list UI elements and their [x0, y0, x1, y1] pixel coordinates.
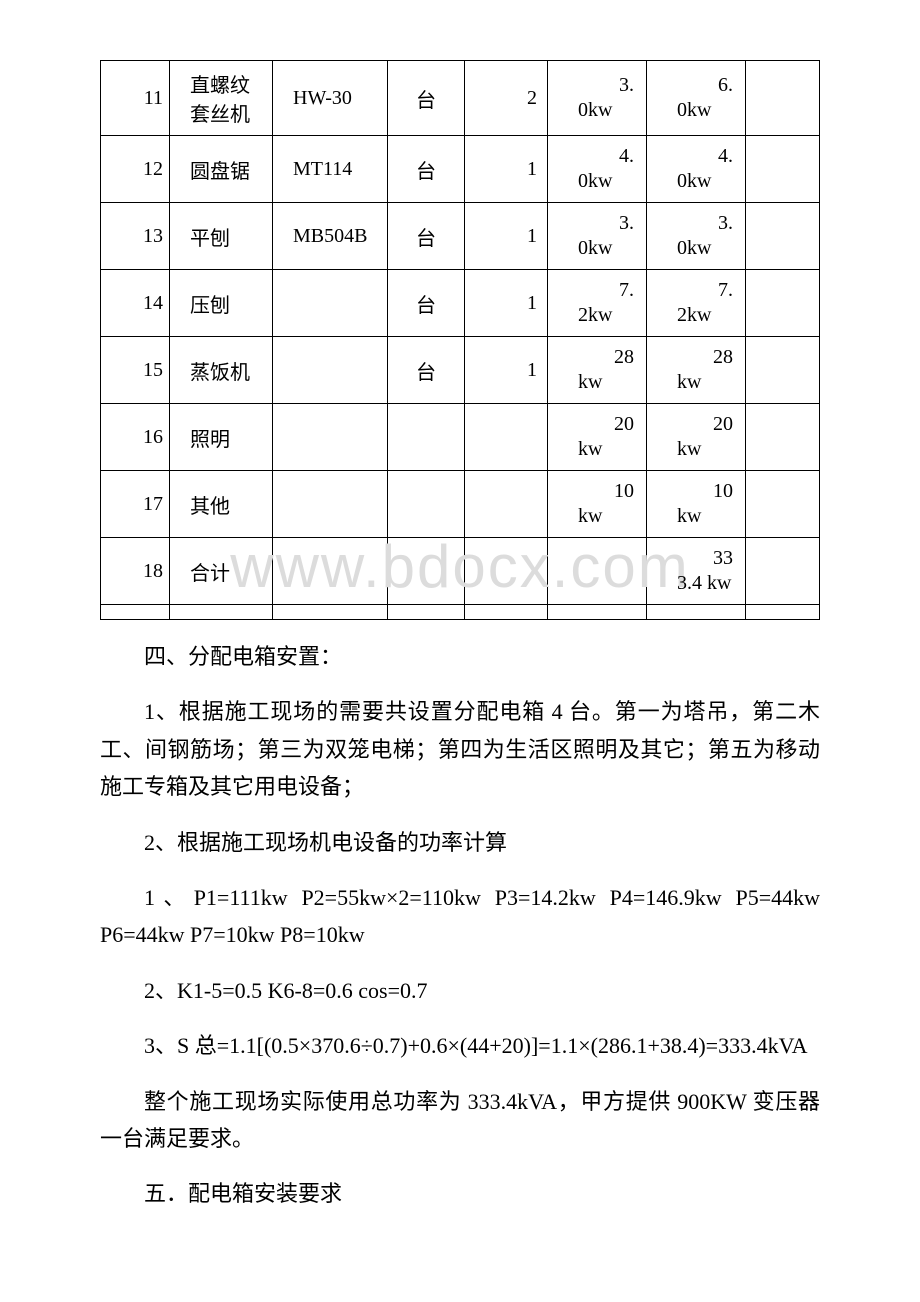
- paragraph-6: 整个施工现场实际使用总功率为 333.4kVA，甲方提供 900KW 变压器一台…: [100, 1083, 820, 1158]
- cell-empty: [273, 605, 388, 620]
- table-row-empty: [101, 605, 820, 620]
- cell-power-total: 333.4 kw: [647, 538, 746, 605]
- cell-empty: [746, 605, 820, 620]
- cell-unit: 台: [388, 136, 465, 203]
- paragraph-5: 3、S 总=1.1[(0.5×370.6÷0.7)+0.6×(44+20)]=1…: [100, 1027, 820, 1064]
- cell-power-single: 20kw: [548, 404, 647, 471]
- cell-unit: [388, 404, 465, 471]
- table-row: 17其他 10kw10kw: [101, 471, 820, 538]
- document-page: 11直螺纹套丝机HW-30台23.0kw6.0kw12圆盘锯MT114台14.0…: [0, 0, 920, 1293]
- cell-empty: [548, 605, 647, 620]
- cell-remark: [746, 270, 820, 337]
- cell-num: 18: [101, 538, 170, 605]
- cell-empty: [170, 605, 273, 620]
- cell-empty: [388, 605, 465, 620]
- cell-unit: 台: [388, 61, 465, 136]
- cell-model: MB504B: [273, 203, 388, 270]
- cell-power-single: [548, 538, 647, 605]
- cell-num: 11: [101, 61, 170, 136]
- cell-power-single: 3.0kw: [548, 203, 647, 270]
- paragraph-4: 2、K1-5=0.5 K6-8=0.6 cos=0.7: [100, 972, 820, 1009]
- cell-qty: 1: [465, 136, 548, 203]
- cell-num: 14: [101, 270, 170, 337]
- cell-power-total: 3.0kw: [647, 203, 746, 270]
- table-row: 13平刨MB504B台13.0kw3.0kw: [101, 203, 820, 270]
- cell-remark: [746, 337, 820, 404]
- cell-remark: [746, 203, 820, 270]
- cell-empty: [647, 605, 746, 620]
- cell-qty: [465, 538, 548, 605]
- cell-remark: [746, 538, 820, 605]
- cell-unit: [388, 471, 465, 538]
- cell-model: [273, 471, 388, 538]
- cell-power-single: 3.0kw: [548, 61, 647, 136]
- cell-empty: [101, 605, 170, 620]
- cell-name: 圆盘锯: [170, 136, 273, 203]
- cell-num: 13: [101, 203, 170, 270]
- cell-remark: [746, 471, 820, 538]
- cell-name: 直螺纹套丝机: [170, 61, 273, 136]
- paragraph-3: 1、P1=111kw P2=55kw×2=110kw P3=14.2kw P4=…: [100, 879, 820, 954]
- table-row: 12圆盘锯MT114台14.0kw4.0kw: [101, 136, 820, 203]
- cell-num: 16: [101, 404, 170, 471]
- cell-name: 平刨: [170, 203, 273, 270]
- cell-qty: [465, 404, 548, 471]
- cell-power-total: 20kw: [647, 404, 746, 471]
- paragraph-2: 2、根据施工现场机电设备的功率计算: [100, 824, 820, 861]
- cell-model: [273, 337, 388, 404]
- cell-power-single: 4.0kw: [548, 136, 647, 203]
- cell-unit: 台: [388, 270, 465, 337]
- cell-name: 合计: [170, 538, 273, 605]
- cell-remark: [746, 136, 820, 203]
- table-row: 16照明 20kw20kw: [101, 404, 820, 471]
- equipment-table: 11直螺纹套丝机HW-30台23.0kw6.0kw12圆盘锯MT114台14.0…: [100, 60, 820, 620]
- cell-power-single: 10kw: [548, 471, 647, 538]
- cell-unit: 台: [388, 337, 465, 404]
- table-row: 15蒸饭机台128kw28kw: [101, 337, 820, 404]
- cell-power-single: 7.2kw: [548, 270, 647, 337]
- cell-unit: [388, 538, 465, 605]
- table-row: 18合计 333.4 kw: [101, 538, 820, 605]
- cell-model: [273, 404, 388, 471]
- cell-qty: [465, 471, 548, 538]
- cell-num: 15: [101, 337, 170, 404]
- cell-qty: 1: [465, 270, 548, 337]
- cell-model: HW-30: [273, 61, 388, 136]
- table-wrapper: 11直螺纹套丝机HW-30台23.0kw6.0kw12圆盘锯MT114台14.0…: [100, 60, 820, 620]
- cell-qty: 1: [465, 337, 548, 404]
- cell-num: 12: [101, 136, 170, 203]
- cell-name: 蒸饭机: [170, 337, 273, 404]
- cell-model: [273, 270, 388, 337]
- cell-model: [273, 538, 388, 605]
- paragraph-1: 1、根据施工现场的需要共设置分配电箱 4 台。第一为塔吊，第二木工、间钢筋场；第…: [100, 693, 820, 805]
- cell-power-total: 4.0kw: [647, 136, 746, 203]
- cell-power-total: 7.2kw: [647, 270, 746, 337]
- table-row: 14压刨台17.2kw7.2kw: [101, 270, 820, 337]
- table-row: 11直螺纹套丝机HW-30台23.0kw6.0kw: [101, 61, 820, 136]
- cell-name: 压刨: [170, 270, 273, 337]
- cell-unit: 台: [388, 203, 465, 270]
- cell-qty: 1: [465, 203, 548, 270]
- section-4-title: 四、分配电箱安置：: [100, 638, 820, 675]
- cell-power-single: 28kw: [548, 337, 647, 404]
- cell-power-total: 6.0kw: [647, 61, 746, 136]
- cell-remark: [746, 61, 820, 136]
- cell-model: MT114: [273, 136, 388, 203]
- cell-num: 17: [101, 471, 170, 538]
- cell-name: 照明: [170, 404, 273, 471]
- cell-power-total: 28kw: [647, 337, 746, 404]
- cell-empty: [465, 605, 548, 620]
- cell-power-total: 10kw: [647, 471, 746, 538]
- cell-qty: 2: [465, 61, 548, 136]
- section-5-title: 五．配电箱安装要求: [100, 1175, 820, 1212]
- cell-name: 其他: [170, 471, 273, 538]
- cell-remark: [746, 404, 820, 471]
